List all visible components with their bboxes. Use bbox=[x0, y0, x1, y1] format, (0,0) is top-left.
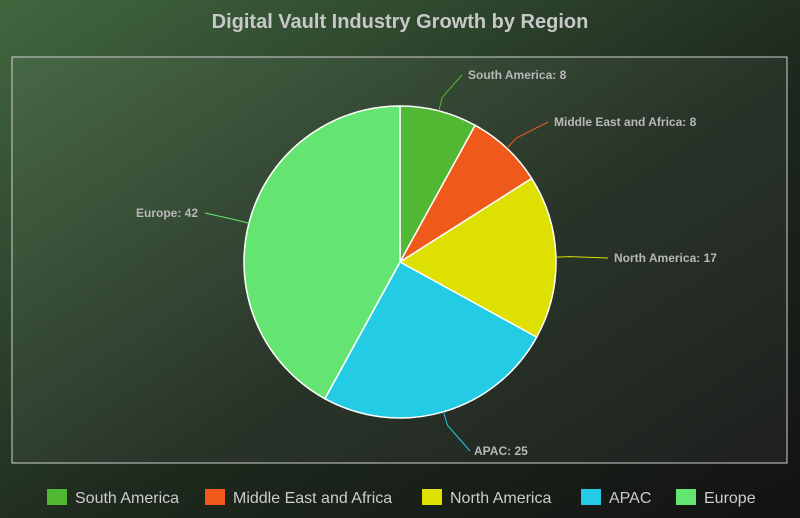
legend-label-north-america: North America bbox=[450, 490, 551, 507]
connector-north-america bbox=[555, 256, 609, 259]
connector-apac bbox=[443, 411, 471, 452]
legend-swatch-apac bbox=[581, 489, 601, 505]
pie-slices bbox=[243, 105, 557, 419]
legend-swatch-europe bbox=[676, 489, 696, 505]
data-label-middle-east-and-africa: Middle East and Africa: 8 bbox=[554, 115, 697, 129]
legend-item-middle-east-and-africa[interactable]: Middle East and Africa bbox=[205, 489, 392, 507]
data-labels: South America: 8 Middle East and Africa: … bbox=[136, 68, 717, 458]
connector-south-america bbox=[438, 74, 463, 112]
legend-label-middle-east-and-africa: Middle East and Africa bbox=[233, 490, 392, 507]
legend-item-europe[interactable]: Europe bbox=[676, 489, 756, 507]
connector-middle-east-and-africa bbox=[506, 121, 549, 149]
label-connectors bbox=[204, 74, 609, 452]
legend-swatch-south-america bbox=[47, 489, 67, 505]
chart-title: Digital Vault Industry Growth by Region bbox=[212, 11, 589, 33]
legend-label-south-america: South America bbox=[75, 490, 179, 507]
legend-swatch-middle-east-and-africa bbox=[205, 489, 225, 505]
connector-europe bbox=[204, 212, 250, 224]
legend-item-north-america[interactable]: North America bbox=[422, 489, 551, 507]
legend-item-apac[interactable]: APAC bbox=[581, 489, 651, 507]
pie-slice-north-america[interactable] bbox=[398, 177, 557, 339]
legend: South America Middle East and Africa North… bbox=[47, 489, 756, 507]
legend-label-apac: APAC bbox=[609, 490, 651, 507]
data-label-apac: APAC: 25 bbox=[474, 444, 528, 458]
data-label-north-america: North America: 17 bbox=[614, 251, 717, 265]
data-label-south-america: South America: 8 bbox=[468, 68, 567, 82]
legend-label-europe: Europe bbox=[704, 490, 756, 507]
legend-item-south-america[interactable]: South America bbox=[47, 489, 179, 507]
data-label-europe: Europe: 42 bbox=[136, 206, 198, 220]
legend-swatch-north-america bbox=[422, 489, 442, 505]
